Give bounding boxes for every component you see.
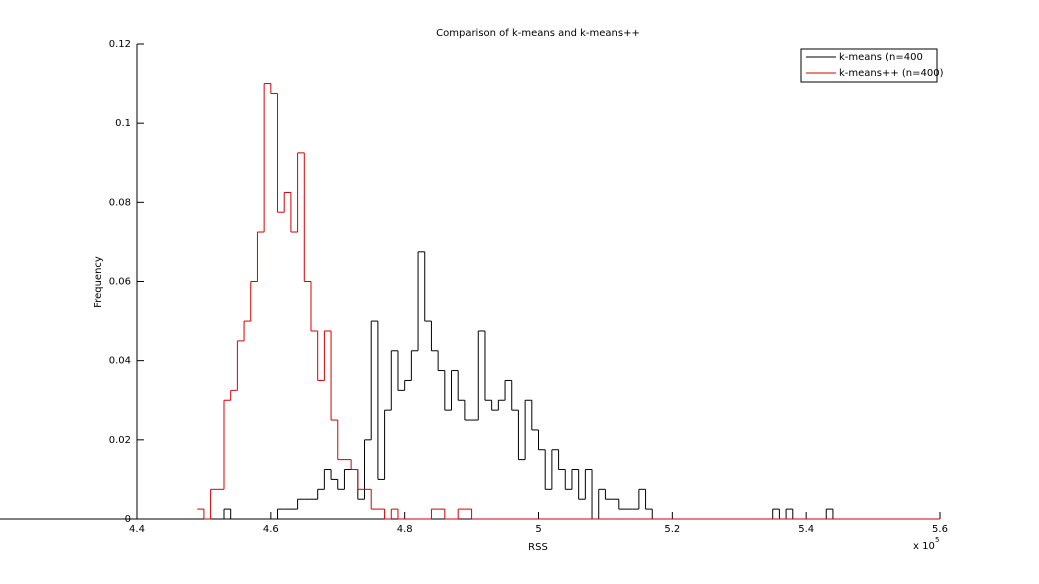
- y-tick-label: 0.06: [109, 277, 131, 288]
- y-tick-label: 0.02: [109, 435, 131, 446]
- x-multiplier: x 10: [913, 541, 935, 552]
- x-tick-label: 5.4: [798, 524, 814, 535]
- legend-label: k-means++ (n=400): [839, 68, 944, 79]
- legend-box: [800, 48, 938, 83]
- x-tick-label: 4.8: [397, 524, 413, 535]
- y-axis-label: Frequency: [93, 256, 104, 308]
- x-tick-label: 5.2: [664, 524, 680, 535]
- x-multiplier-exponent: 5: [935, 536, 939, 544]
- x-tick-label: 5: [535, 524, 541, 535]
- x-tick-label: 4.4: [129, 524, 145, 535]
- chart-title: Comparison of k-means and k-means++: [436, 28, 640, 39]
- x-tick-label: 4.6: [263, 524, 279, 535]
- y-tick-label: 0.08: [109, 197, 131, 208]
- y-tick-label: 0.12: [109, 39, 131, 50]
- x-axis-label: RSS: [528, 542, 548, 553]
- legend-label: k-means (n=400: [839, 52, 923, 63]
- x-tick-label: 5.6: [932, 524, 948, 535]
- y-tick-label: 0.04: [109, 356, 131, 367]
- y-tick-label: 0.1: [115, 118, 131, 129]
